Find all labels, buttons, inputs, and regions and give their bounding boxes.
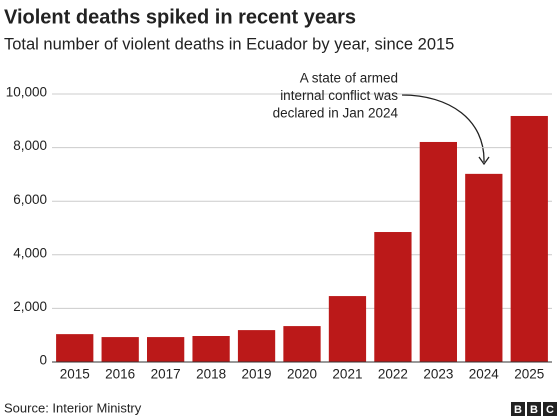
bar xyxy=(465,173,503,362)
x-tick-label: 2020 xyxy=(287,367,317,382)
x-tick-label: 2025 xyxy=(514,367,544,382)
x-tick-label: 2024 xyxy=(469,367,500,382)
annotation: A state of armed xyxy=(300,71,398,86)
x-tick-label: 2017 xyxy=(151,367,181,382)
y-tick-label: 8,000 xyxy=(13,138,47,153)
bar xyxy=(419,141,457,362)
bar xyxy=(147,337,185,362)
x-tick-label: 2018 xyxy=(196,367,226,382)
bar xyxy=(101,337,139,362)
y-tick-label: 6,000 xyxy=(13,192,47,207)
logo-box xyxy=(543,402,557,416)
bar xyxy=(328,296,367,362)
annotation: declared in Jan 2024 xyxy=(273,106,399,121)
x-tick-label: 2022 xyxy=(378,367,408,382)
y-tick-label: 0 xyxy=(39,353,47,368)
y-tick-label: 10,000 xyxy=(6,85,47,100)
bar xyxy=(192,336,230,362)
logo-box xyxy=(527,402,541,416)
bar xyxy=(283,326,321,362)
annotation: internal conflict was xyxy=(280,88,398,103)
bar xyxy=(510,115,548,362)
bar xyxy=(374,232,412,362)
logo-letter: B xyxy=(514,404,522,416)
logo-letter: B xyxy=(530,404,538,416)
annotation-arrow xyxy=(401,94,485,163)
source: Source: Interior Ministry xyxy=(4,400,142,415)
chart-title: Violent deaths spiked in recent years xyxy=(4,6,356,28)
x-tick-label: 2015 xyxy=(60,367,90,382)
bar xyxy=(56,334,94,362)
y-tick-label: 4,000 xyxy=(13,245,47,260)
annotation-arrowhead xyxy=(478,156,490,166)
bar xyxy=(237,330,276,362)
y-tick-label: 2,000 xyxy=(13,299,47,314)
x-tick-label: 2023 xyxy=(423,367,453,382)
logo-letter: C xyxy=(546,404,554,416)
x-tick-label: 2019 xyxy=(242,367,272,382)
x-tick-label: 2016 xyxy=(105,367,135,382)
x-tick-label: 2021 xyxy=(332,367,362,382)
logo-box xyxy=(511,402,525,416)
chart-subtitle: Total number of violent deaths in Ecuado… xyxy=(4,35,454,53)
